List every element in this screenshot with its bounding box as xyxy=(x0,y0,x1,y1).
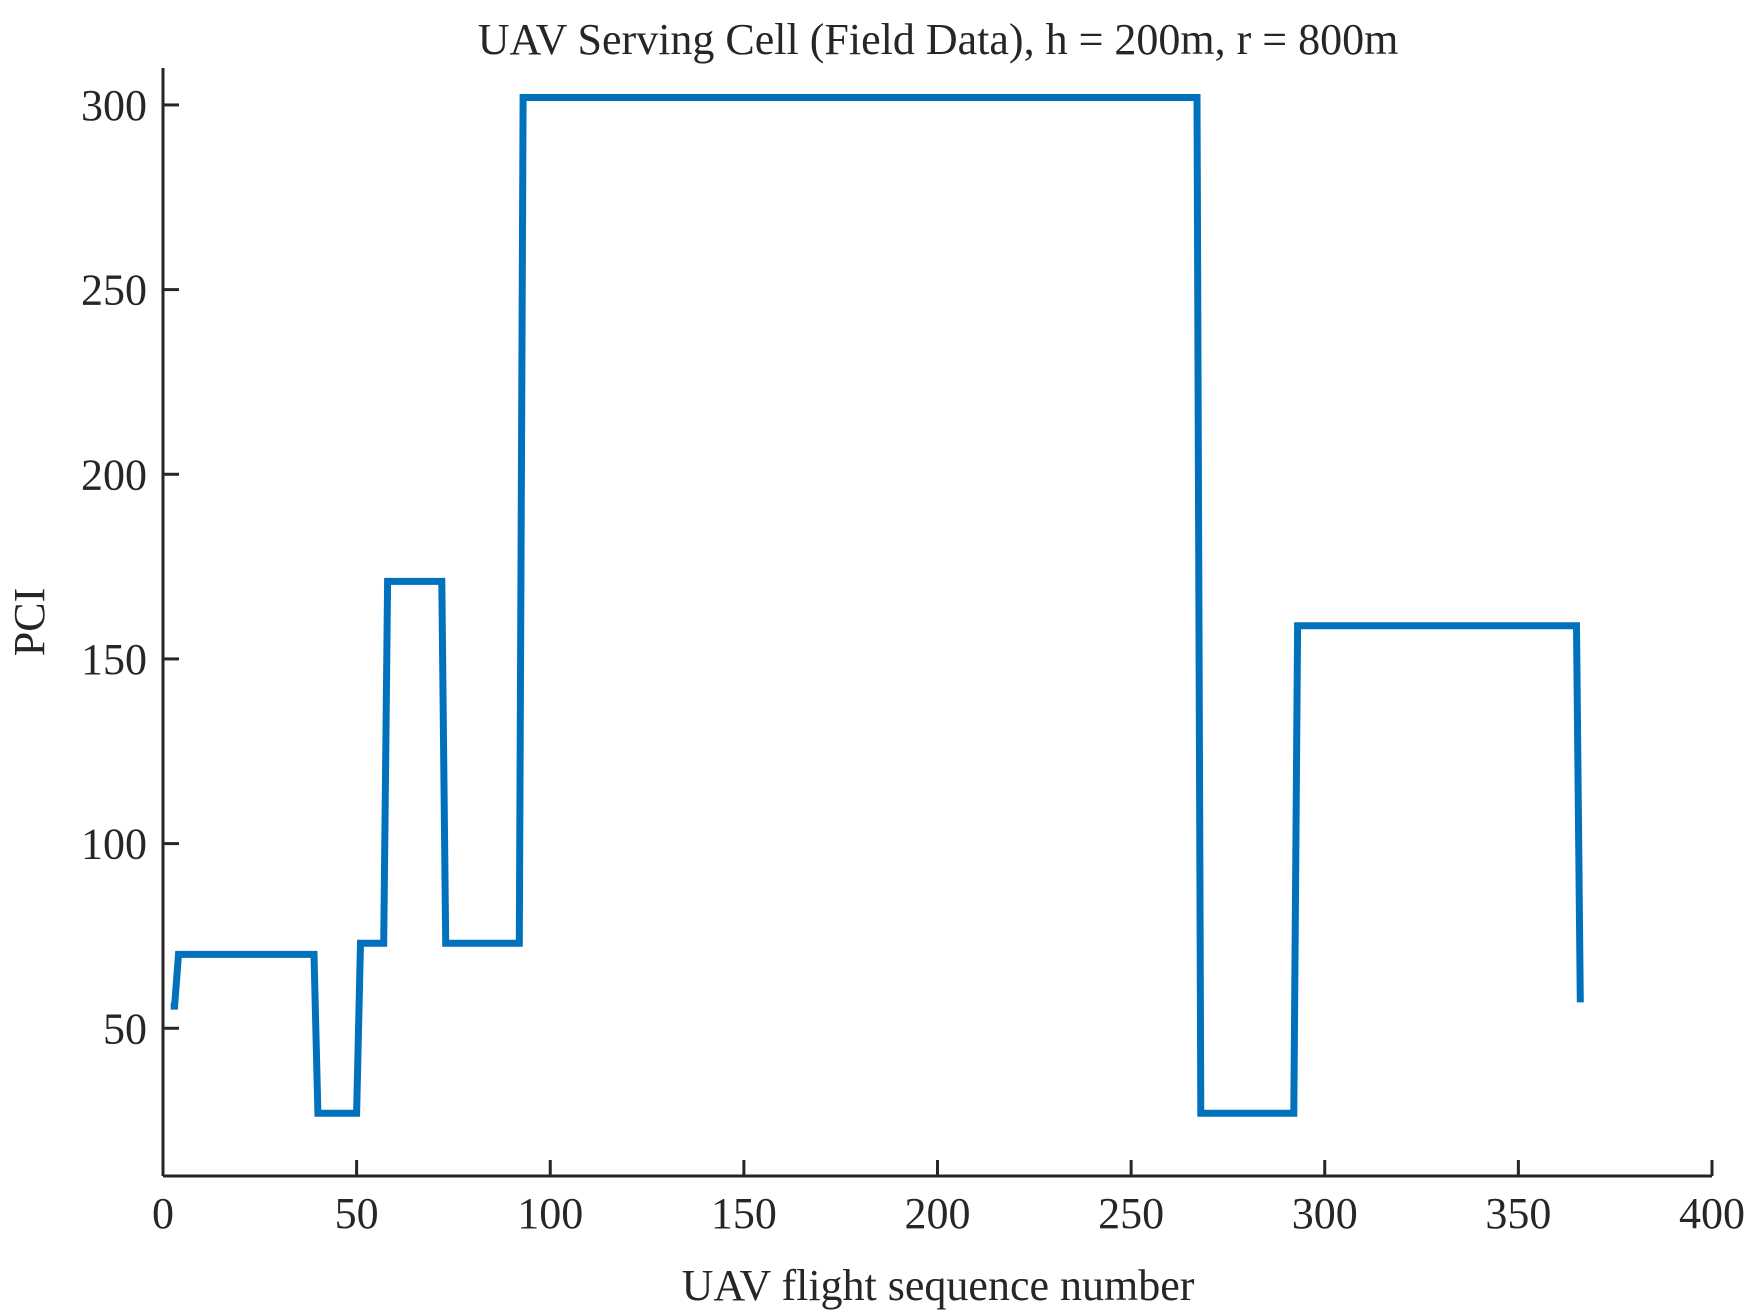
x-tick-label: 350 xyxy=(1485,1189,1551,1238)
series-line xyxy=(170,94,1584,1117)
x-axis-label: UAV flight sequence number xyxy=(682,1261,1195,1310)
x-tick-label: 300 xyxy=(1292,1189,1358,1238)
y-tick-label: 250 xyxy=(81,266,147,315)
x-tick-label: 0 xyxy=(152,1189,174,1238)
y-tick-label: 100 xyxy=(81,820,147,869)
x-tick-label: 250 xyxy=(1098,1189,1164,1238)
x-ticks: 0 50 100 150 200 250 300 350 400 xyxy=(152,1160,1745,1238)
y-tick-label: 150 xyxy=(81,635,147,684)
x-tick-label: 100 xyxy=(517,1189,583,1238)
y-axis-label: PCI xyxy=(5,588,54,656)
y-ticks: 50 100 150 200 250 300 xyxy=(81,81,179,1053)
chart-title: UAV Serving Cell (Field Data), h = 200m,… xyxy=(478,15,1399,64)
x-tick-label: 150 xyxy=(711,1189,777,1238)
x-tick-label: 50 xyxy=(335,1189,379,1238)
plot-area: 0 50 100 150 200 250 300 350 400 50 100 150 200 250 3… xyxy=(81,68,1745,1238)
series-group xyxy=(170,94,1584,1117)
x-tick-label: 200 xyxy=(905,1189,971,1238)
x-tick-label: 400 xyxy=(1679,1189,1745,1238)
y-tick-label: 50 xyxy=(103,1004,147,1053)
y-tick-label: 300 xyxy=(81,81,147,130)
y-tick-label: 200 xyxy=(81,450,147,499)
